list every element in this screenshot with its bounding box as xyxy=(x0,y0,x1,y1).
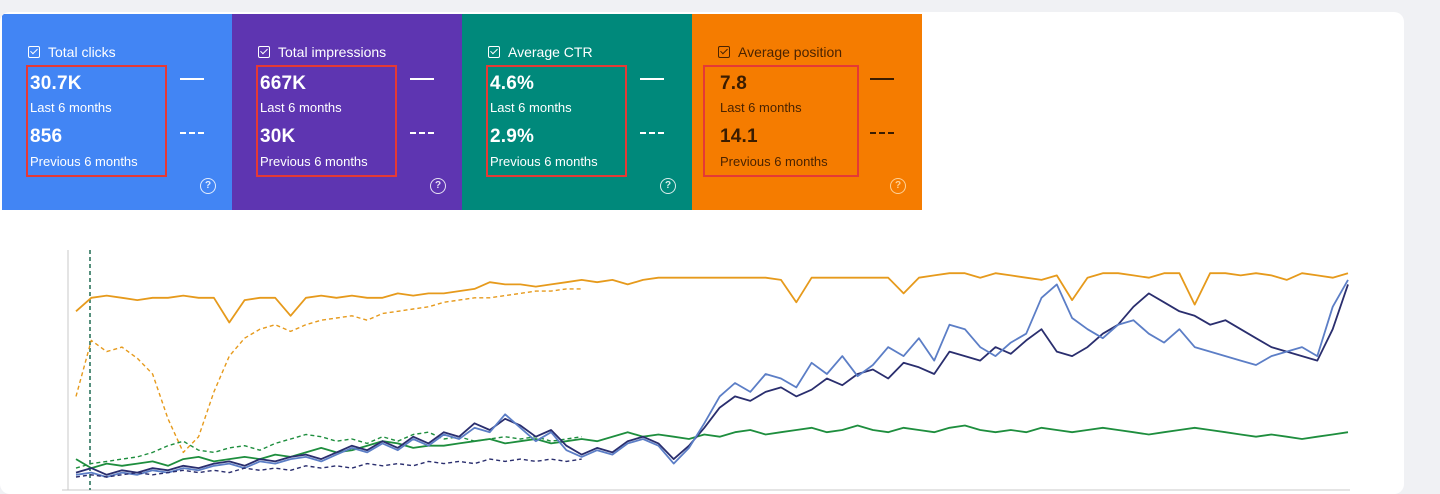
current-value: 667K xyxy=(260,73,307,94)
highlight-box xyxy=(256,65,397,177)
solid-line-icon xyxy=(410,78,434,80)
checkbox-checked-icon[interactable] xyxy=(28,46,40,58)
highlight-box xyxy=(26,65,167,177)
card-title: Total impressions xyxy=(278,44,387,60)
series-line-0 xyxy=(75,272,1349,324)
card-title: Average position xyxy=(738,44,843,60)
help-circle-icon[interactable]: ? xyxy=(890,178,906,194)
card-title: Average CTR xyxy=(508,44,593,60)
current-value: 30.7K xyxy=(30,73,82,94)
dashed-line-icon xyxy=(410,132,434,134)
metric-card-total-clicks[interactable]: Total clicks 30.7K Last 6 months 856 Pre… xyxy=(2,14,232,210)
checkbox-checked-icon[interactable] xyxy=(718,46,730,58)
series-line-3 xyxy=(75,431,582,469)
card-header: Average CTR xyxy=(488,44,593,60)
performance-panel: Total clicks 30.7K Last 6 months 856 Pre… xyxy=(0,12,1404,494)
checkbox-checked-icon[interactable] xyxy=(258,46,270,58)
metric-card-total-impressions[interactable]: Total impressions 667K Last 6 months 30K… xyxy=(232,14,462,210)
solid-line-icon xyxy=(640,78,664,80)
previous-period-label: Previous 6 months xyxy=(260,154,368,169)
help-circle-icon[interactable]: ? xyxy=(660,178,676,194)
dashed-line-icon xyxy=(180,132,204,134)
current-period-label: Last 6 months xyxy=(260,100,342,115)
card-header: Average position xyxy=(718,44,842,60)
metric-card-average-position[interactable]: Average position 7.8 Last 6 months 14.1 … xyxy=(692,14,922,210)
dashed-line-icon xyxy=(870,132,894,134)
highlight-box xyxy=(703,65,859,177)
previous-period-label: Previous 6 months xyxy=(720,154,828,169)
series-line-4 xyxy=(75,284,1349,476)
card-title: Total clicks xyxy=(48,44,116,60)
solid-line-icon xyxy=(870,78,894,80)
previous-period-label: Previous 6 months xyxy=(490,154,598,169)
help-circle-icon[interactable]: ? xyxy=(430,178,446,194)
dashed-line-icon xyxy=(640,132,664,134)
series-line-5 xyxy=(75,279,1349,478)
previous-period-label: Previous 6 months xyxy=(30,154,138,169)
current-value: 4.6% xyxy=(490,73,535,94)
series-line-1 xyxy=(75,288,582,454)
current-period-label: Last 6 months xyxy=(490,100,572,115)
series-line-6 xyxy=(75,458,582,478)
card-header: Total impressions xyxy=(258,44,386,60)
current-period-label: Last 6 months xyxy=(30,100,112,115)
metric-card-average-ctr[interactable]: Average CTR 4.6% Last 6 months 2.9% Prev… xyxy=(462,14,692,210)
current-value: 7.8 xyxy=(720,73,748,94)
series-group xyxy=(75,272,1349,478)
performance-line-chart[interactable] xyxy=(0,222,1404,494)
highlight-box xyxy=(486,65,627,177)
previous-value: 14.1 xyxy=(720,126,758,147)
solid-line-icon xyxy=(180,78,204,80)
checkbox-checked-icon[interactable] xyxy=(488,46,500,58)
previous-value: 30K xyxy=(260,126,296,147)
previous-value: 856 xyxy=(30,126,63,147)
previous-value: 2.9% xyxy=(490,126,535,147)
series-line-2 xyxy=(75,424,1349,470)
scrollbar-track[interactable] xyxy=(1418,0,1440,494)
current-period-label: Last 6 months xyxy=(720,100,802,115)
metric-cards: Total clicks 30.7K Last 6 months 856 Pre… xyxy=(2,14,922,210)
card-header: Total clicks xyxy=(28,44,116,60)
help-circle-icon[interactable]: ? xyxy=(200,178,216,194)
